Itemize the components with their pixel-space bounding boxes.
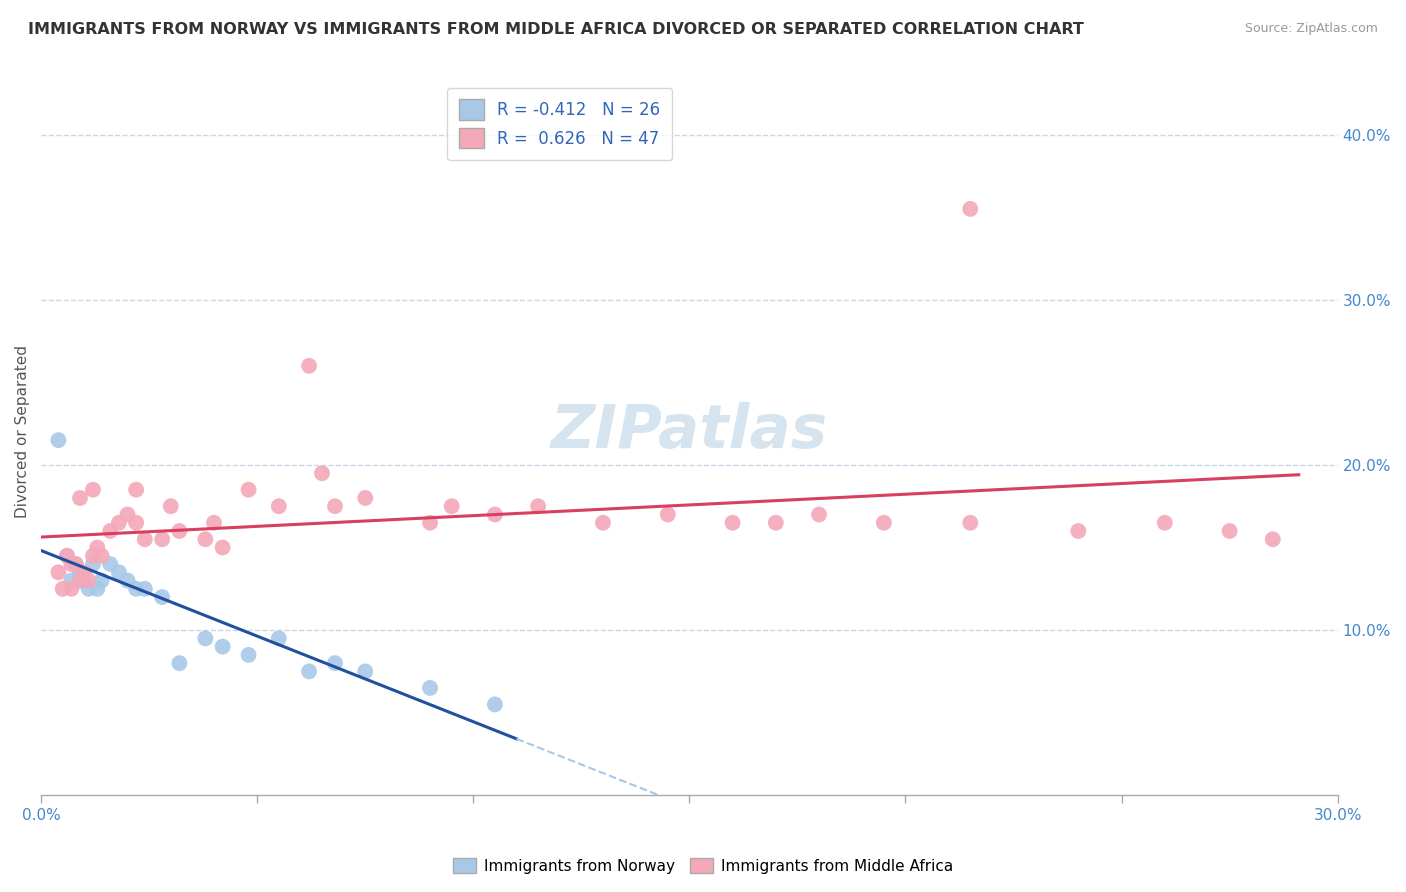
Point bbox=[238, 483, 260, 497]
Point bbox=[73, 574, 96, 588]
Point bbox=[90, 574, 112, 588]
Point bbox=[77, 582, 100, 596]
Point bbox=[169, 524, 191, 538]
Point bbox=[592, 516, 614, 530]
Point bbox=[419, 681, 441, 695]
Point bbox=[323, 500, 346, 514]
Point bbox=[484, 698, 506, 712]
Point bbox=[48, 433, 70, 447]
Point bbox=[108, 516, 131, 530]
Point bbox=[52, 582, 75, 596]
Point bbox=[211, 541, 233, 555]
Legend: R = -0.412   N = 26, R =  0.626   N = 47: R = -0.412 N = 26, R = 0.626 N = 47 bbox=[447, 87, 672, 160]
Point bbox=[354, 491, 377, 505]
Point bbox=[60, 557, 83, 571]
Point bbox=[657, 508, 679, 522]
Point bbox=[82, 483, 104, 497]
Point bbox=[298, 359, 321, 373]
Point bbox=[69, 574, 91, 588]
Point bbox=[73, 566, 96, 580]
Point bbox=[959, 202, 981, 216]
Legend: Immigrants from Norway, Immigrants from Middle Africa: Immigrants from Norway, Immigrants from … bbox=[447, 852, 959, 880]
Text: Source: ZipAtlas.com: Source: ZipAtlas.com bbox=[1244, 22, 1378, 36]
Point bbox=[77, 574, 100, 588]
Point bbox=[194, 533, 217, 547]
Point bbox=[1153, 516, 1175, 530]
Point bbox=[69, 566, 91, 580]
Point bbox=[808, 508, 831, 522]
Point bbox=[484, 508, 506, 522]
Point bbox=[125, 483, 148, 497]
Point bbox=[311, 466, 333, 480]
Point bbox=[125, 582, 148, 596]
Point bbox=[86, 582, 108, 596]
Point bbox=[323, 656, 346, 670]
Point bbox=[65, 557, 87, 571]
Point bbox=[98, 524, 121, 538]
Point bbox=[90, 549, 112, 563]
Point bbox=[765, 516, 787, 530]
Y-axis label: Divorced or Separated: Divorced or Separated bbox=[15, 345, 30, 518]
Point bbox=[125, 516, 148, 530]
Point bbox=[150, 590, 173, 604]
Point bbox=[48, 566, 70, 580]
Point bbox=[267, 632, 290, 646]
Point bbox=[1219, 524, 1241, 538]
Point bbox=[150, 533, 173, 547]
Point bbox=[169, 656, 191, 670]
Point bbox=[721, 516, 744, 530]
Point bbox=[1067, 524, 1090, 538]
Point bbox=[959, 516, 981, 530]
Point bbox=[86, 541, 108, 555]
Point bbox=[117, 574, 139, 588]
Point bbox=[211, 640, 233, 654]
Point bbox=[440, 500, 463, 514]
Point bbox=[267, 500, 290, 514]
Point bbox=[56, 549, 79, 563]
Point bbox=[1261, 533, 1284, 547]
Point bbox=[419, 516, 441, 530]
Text: ZIPatlas: ZIPatlas bbox=[551, 402, 828, 461]
Point bbox=[873, 516, 896, 530]
Point bbox=[82, 557, 104, 571]
Point bbox=[159, 500, 181, 514]
Point bbox=[69, 491, 91, 505]
Point bbox=[56, 549, 79, 563]
Point bbox=[65, 557, 87, 571]
Point bbox=[527, 500, 550, 514]
Point bbox=[134, 582, 156, 596]
Point bbox=[202, 516, 225, 530]
Point bbox=[238, 648, 260, 662]
Point bbox=[60, 574, 83, 588]
Point bbox=[117, 508, 139, 522]
Point bbox=[108, 566, 131, 580]
Point bbox=[98, 557, 121, 571]
Point bbox=[354, 665, 377, 679]
Point bbox=[194, 632, 217, 646]
Point bbox=[134, 533, 156, 547]
Point bbox=[298, 665, 321, 679]
Text: IMMIGRANTS FROM NORWAY VS IMMIGRANTS FROM MIDDLE AFRICA DIVORCED OR SEPARATED CO: IMMIGRANTS FROM NORWAY VS IMMIGRANTS FRO… bbox=[28, 22, 1084, 37]
Point bbox=[82, 549, 104, 563]
Point bbox=[60, 582, 83, 596]
